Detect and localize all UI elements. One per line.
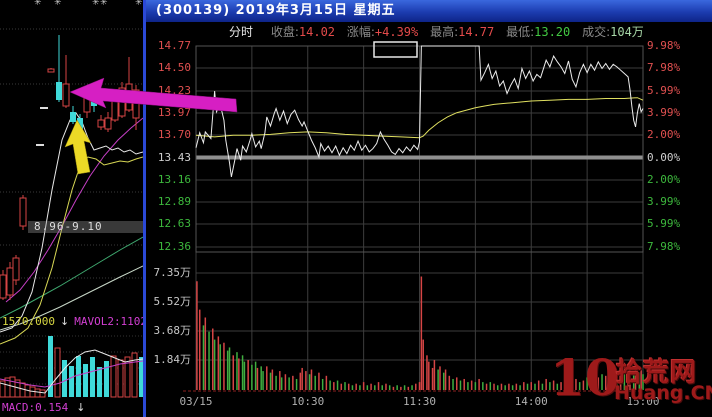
price-axis-label: 13.70 <box>157 128 191 141</box>
watermark-site-name: 拾荒网 <box>616 358 698 388</box>
high-value: 14.77 <box>458 25 495 39</box>
close-label: 收盘: <box>270 25 299 39</box>
gap-price-label: 8.96-9.10 <box>34 220 103 233</box>
kline-chart <box>0 28 143 398</box>
price-axis-label: 12.89 <box>157 195 191 208</box>
volume-value: 104万 <box>610 25 644 39</box>
intraday-chart <box>183 45 644 392</box>
percent-axis-label: 7.98% <box>647 240 681 253</box>
time-axis-label: 14:00 <box>514 395 548 408</box>
price-axis-label: 14.23 <box>157 84 191 97</box>
time-axis-label: 10:30 <box>291 395 325 408</box>
percent-axis-label: 9.98% <box>647 39 681 52</box>
percent-axis-label: 0.00% <box>647 151 681 164</box>
price-axis-label: 12.36 <box>157 240 191 253</box>
time-axis-label: 11:30 <box>402 395 437 408</box>
price-axis-label: 12.63 <box>157 217 191 230</box>
star-icon: ✳ <box>92 0 100 8</box>
volume-value: 1570.000 <box>2 315 55 328</box>
percent-axis-label: 2.00% <box>647 173 681 186</box>
percent-axis-label: 3.99% <box>647 195 681 208</box>
volume-label: 成交: <box>582 25 611 39</box>
volume-axis-label: 1.84万 <box>153 353 192 366</box>
volume-indicator-row: 1570.000 ↓ MAVOL2:110293 <box>2 315 143 328</box>
price-axis-label: 14.77 <box>157 39 191 52</box>
percent-axis-label: 5.99% <box>647 217 681 230</box>
volume-axis-label: 3.68万 <box>153 324 192 337</box>
price-axis-label: 13.43 <box>157 151 191 164</box>
volume-axis-label: 5.52万 <box>153 295 192 308</box>
watermark: 10 拾荒网 Huang.CN <box>550 348 712 414</box>
watermark-domain: Huang.CN <box>614 382 712 404</box>
watermark-logo: 10 <box>550 348 620 407</box>
macd-indicator-row: MACD:0.154 ↓ <box>2 401 143 414</box>
time-axis-label: 03/15 <box>179 395 213 408</box>
volume-axis-label: 7.35万 <box>153 266 192 279</box>
tab-intraday[interactable]: 分时 <box>229 25 254 39</box>
title-bar: (300139) 2019年3月15日 星期五 <box>146 0 712 22</box>
change-value: +4.39% <box>374 25 419 39</box>
star-icon: ✳ <box>54 0 62 8</box>
time-axis-label: 15:00 <box>626 395 660 408</box>
price-axis-label: 14.50 <box>157 61 191 74</box>
star-marks: ✳ ✳ ✳ ✳ ✳ <box>0 0 143 10</box>
gap-highlight-band <box>28 221 143 233</box>
low-value: 13.20 <box>534 25 571 39</box>
kline-panel: ✳✳✳✳✳ 8.96-9.10 1570.000↓MAVOL2:110293 M… <box>0 0 143 417</box>
low-label: 最低: <box>506 25 535 39</box>
mavol-label: MAVOL2:110293 <box>74 315 143 328</box>
price-axis-label: 13.97 <box>157 106 191 119</box>
stock-title: (300139) 2019年3月15日 星期五 <box>156 3 396 18</box>
high-label: 最高: <box>430 25 459 39</box>
star-icon: ✳ <box>34 0 42 8</box>
macd-value: MACD:0.154 <box>2 401 69 414</box>
percent-axis-label: 7.98% <box>647 61 681 74</box>
panel-divider[interactable] <box>143 0 146 417</box>
price-axis-label: 13.16 <box>157 173 191 186</box>
close-value: 14.02 <box>298 25 336 39</box>
down-arrow-icon: ↓ <box>76 401 86 414</box>
star-icon: ✳ <box>100 0 108 8</box>
down-arrow-icon: ↓ <box>59 315 70 328</box>
percent-axis-label: 3.99% <box>647 106 681 119</box>
info-bar: 分时 收盘:14.02 涨幅:+4.39% 最高:14.77 最低:13.20 … <box>146 23 712 42</box>
percent-axis-label: 5.99% <box>647 84 681 97</box>
percent-axis-label: 2.00% <box>647 128 681 141</box>
star-icon: ✳ <box>135 0 143 8</box>
intraday-panel: (300139) 2019年3月15日 星期五 分时 收盘:14.02 涨幅:+… <box>146 0 712 417</box>
change-label: 涨幅: <box>346 25 375 39</box>
